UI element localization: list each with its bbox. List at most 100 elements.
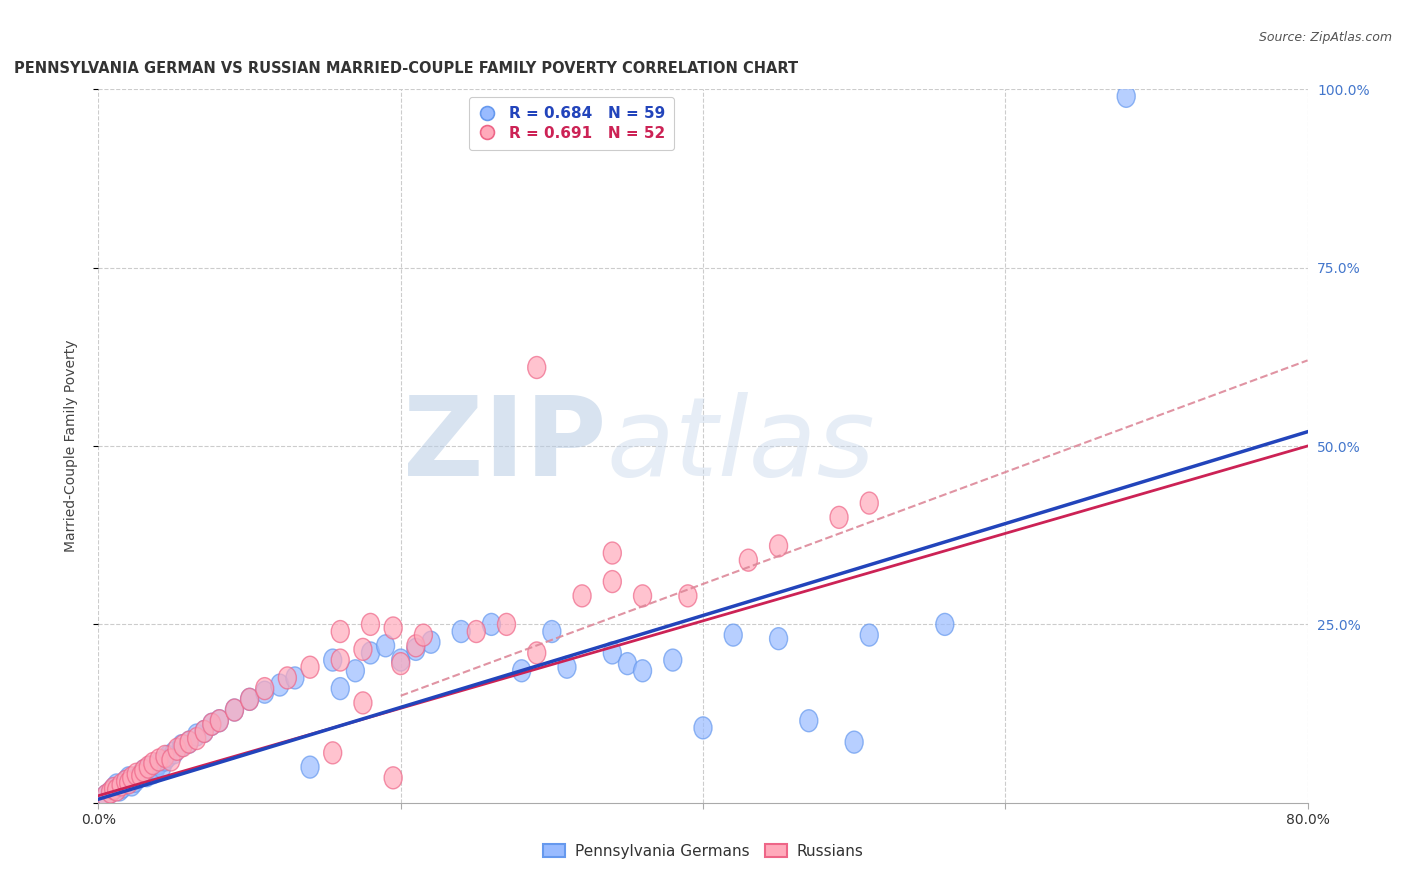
Ellipse shape	[240, 689, 259, 710]
Ellipse shape	[256, 681, 274, 703]
Ellipse shape	[225, 699, 243, 721]
Ellipse shape	[679, 585, 697, 607]
Ellipse shape	[619, 653, 637, 674]
Ellipse shape	[346, 660, 364, 681]
Ellipse shape	[603, 642, 621, 664]
Ellipse shape	[634, 660, 651, 681]
Ellipse shape	[143, 762, 162, 784]
Ellipse shape	[202, 714, 221, 735]
Ellipse shape	[513, 660, 530, 681]
Ellipse shape	[354, 692, 373, 714]
Ellipse shape	[150, 753, 167, 774]
Ellipse shape	[138, 764, 156, 787]
Ellipse shape	[139, 756, 157, 778]
Ellipse shape	[845, 731, 863, 753]
Ellipse shape	[603, 542, 621, 564]
Ellipse shape	[1118, 86, 1135, 107]
Ellipse shape	[271, 674, 288, 696]
Ellipse shape	[143, 753, 162, 774]
Ellipse shape	[769, 628, 787, 649]
Ellipse shape	[603, 571, 621, 592]
Ellipse shape	[240, 689, 259, 710]
Ellipse shape	[141, 756, 159, 778]
Ellipse shape	[323, 742, 342, 764]
Ellipse shape	[211, 710, 228, 731]
Ellipse shape	[406, 639, 425, 660]
Ellipse shape	[162, 749, 180, 771]
Ellipse shape	[156, 746, 174, 767]
Ellipse shape	[482, 614, 501, 635]
Ellipse shape	[256, 678, 274, 699]
Ellipse shape	[285, 667, 304, 689]
Legend: Pennsylvania Germans, Russians: Pennsylvania Germans, Russians	[534, 836, 872, 866]
Ellipse shape	[101, 781, 120, 803]
Ellipse shape	[225, 699, 243, 721]
Ellipse shape	[135, 760, 153, 781]
Ellipse shape	[361, 642, 380, 664]
Ellipse shape	[323, 649, 342, 671]
Ellipse shape	[301, 756, 319, 778]
Ellipse shape	[135, 760, 153, 781]
Ellipse shape	[150, 749, 167, 771]
Ellipse shape	[392, 653, 409, 674]
Ellipse shape	[104, 778, 122, 799]
Ellipse shape	[180, 731, 198, 753]
Ellipse shape	[664, 649, 682, 671]
Ellipse shape	[332, 621, 349, 642]
Ellipse shape	[527, 642, 546, 664]
Ellipse shape	[125, 771, 143, 792]
Ellipse shape	[173, 735, 191, 756]
Ellipse shape	[740, 549, 758, 571]
Ellipse shape	[422, 632, 440, 653]
Ellipse shape	[574, 585, 591, 607]
Ellipse shape	[202, 714, 221, 735]
Ellipse shape	[453, 621, 470, 642]
Ellipse shape	[107, 779, 125, 801]
Ellipse shape	[114, 776, 132, 798]
Ellipse shape	[97, 785, 115, 806]
Ellipse shape	[415, 624, 433, 646]
Ellipse shape	[165, 742, 183, 764]
Ellipse shape	[769, 535, 787, 557]
Ellipse shape	[332, 649, 349, 671]
Ellipse shape	[543, 621, 561, 642]
Ellipse shape	[120, 767, 138, 789]
Ellipse shape	[830, 507, 848, 528]
Ellipse shape	[174, 735, 193, 756]
Ellipse shape	[132, 764, 150, 787]
Ellipse shape	[800, 710, 818, 731]
Ellipse shape	[159, 746, 177, 767]
Ellipse shape	[180, 731, 198, 753]
Ellipse shape	[724, 624, 742, 646]
Ellipse shape	[127, 764, 145, 785]
Ellipse shape	[129, 767, 146, 789]
Ellipse shape	[498, 614, 516, 635]
Text: atlas: atlas	[606, 392, 875, 500]
Ellipse shape	[467, 621, 485, 642]
Ellipse shape	[278, 667, 297, 689]
Ellipse shape	[195, 721, 214, 742]
Ellipse shape	[187, 728, 205, 749]
Ellipse shape	[384, 767, 402, 789]
Ellipse shape	[156, 749, 174, 771]
Text: Source: ZipAtlas.com: Source: ZipAtlas.com	[1258, 31, 1392, 45]
Ellipse shape	[392, 649, 409, 671]
Ellipse shape	[167, 739, 186, 760]
Text: PENNSYLVANIA GERMAN VS RUSSIAN MARRIED-COUPLE FAMILY POVERTY CORRELATION CHART: PENNSYLVANIA GERMAN VS RUSSIAN MARRIED-C…	[14, 61, 797, 76]
Ellipse shape	[332, 678, 349, 699]
Ellipse shape	[104, 778, 122, 799]
Ellipse shape	[361, 614, 380, 635]
Ellipse shape	[354, 639, 373, 660]
Ellipse shape	[111, 779, 128, 801]
Text: ZIP: ZIP	[404, 392, 606, 500]
Ellipse shape	[107, 774, 125, 796]
Y-axis label: Married-Couple Family Poverty: Married-Couple Family Poverty	[63, 340, 77, 552]
Ellipse shape	[120, 772, 138, 794]
Ellipse shape	[101, 781, 120, 803]
Ellipse shape	[97, 785, 115, 806]
Ellipse shape	[377, 635, 395, 657]
Ellipse shape	[406, 635, 425, 657]
Ellipse shape	[860, 492, 879, 514]
Ellipse shape	[122, 767, 141, 789]
Ellipse shape	[301, 657, 319, 678]
